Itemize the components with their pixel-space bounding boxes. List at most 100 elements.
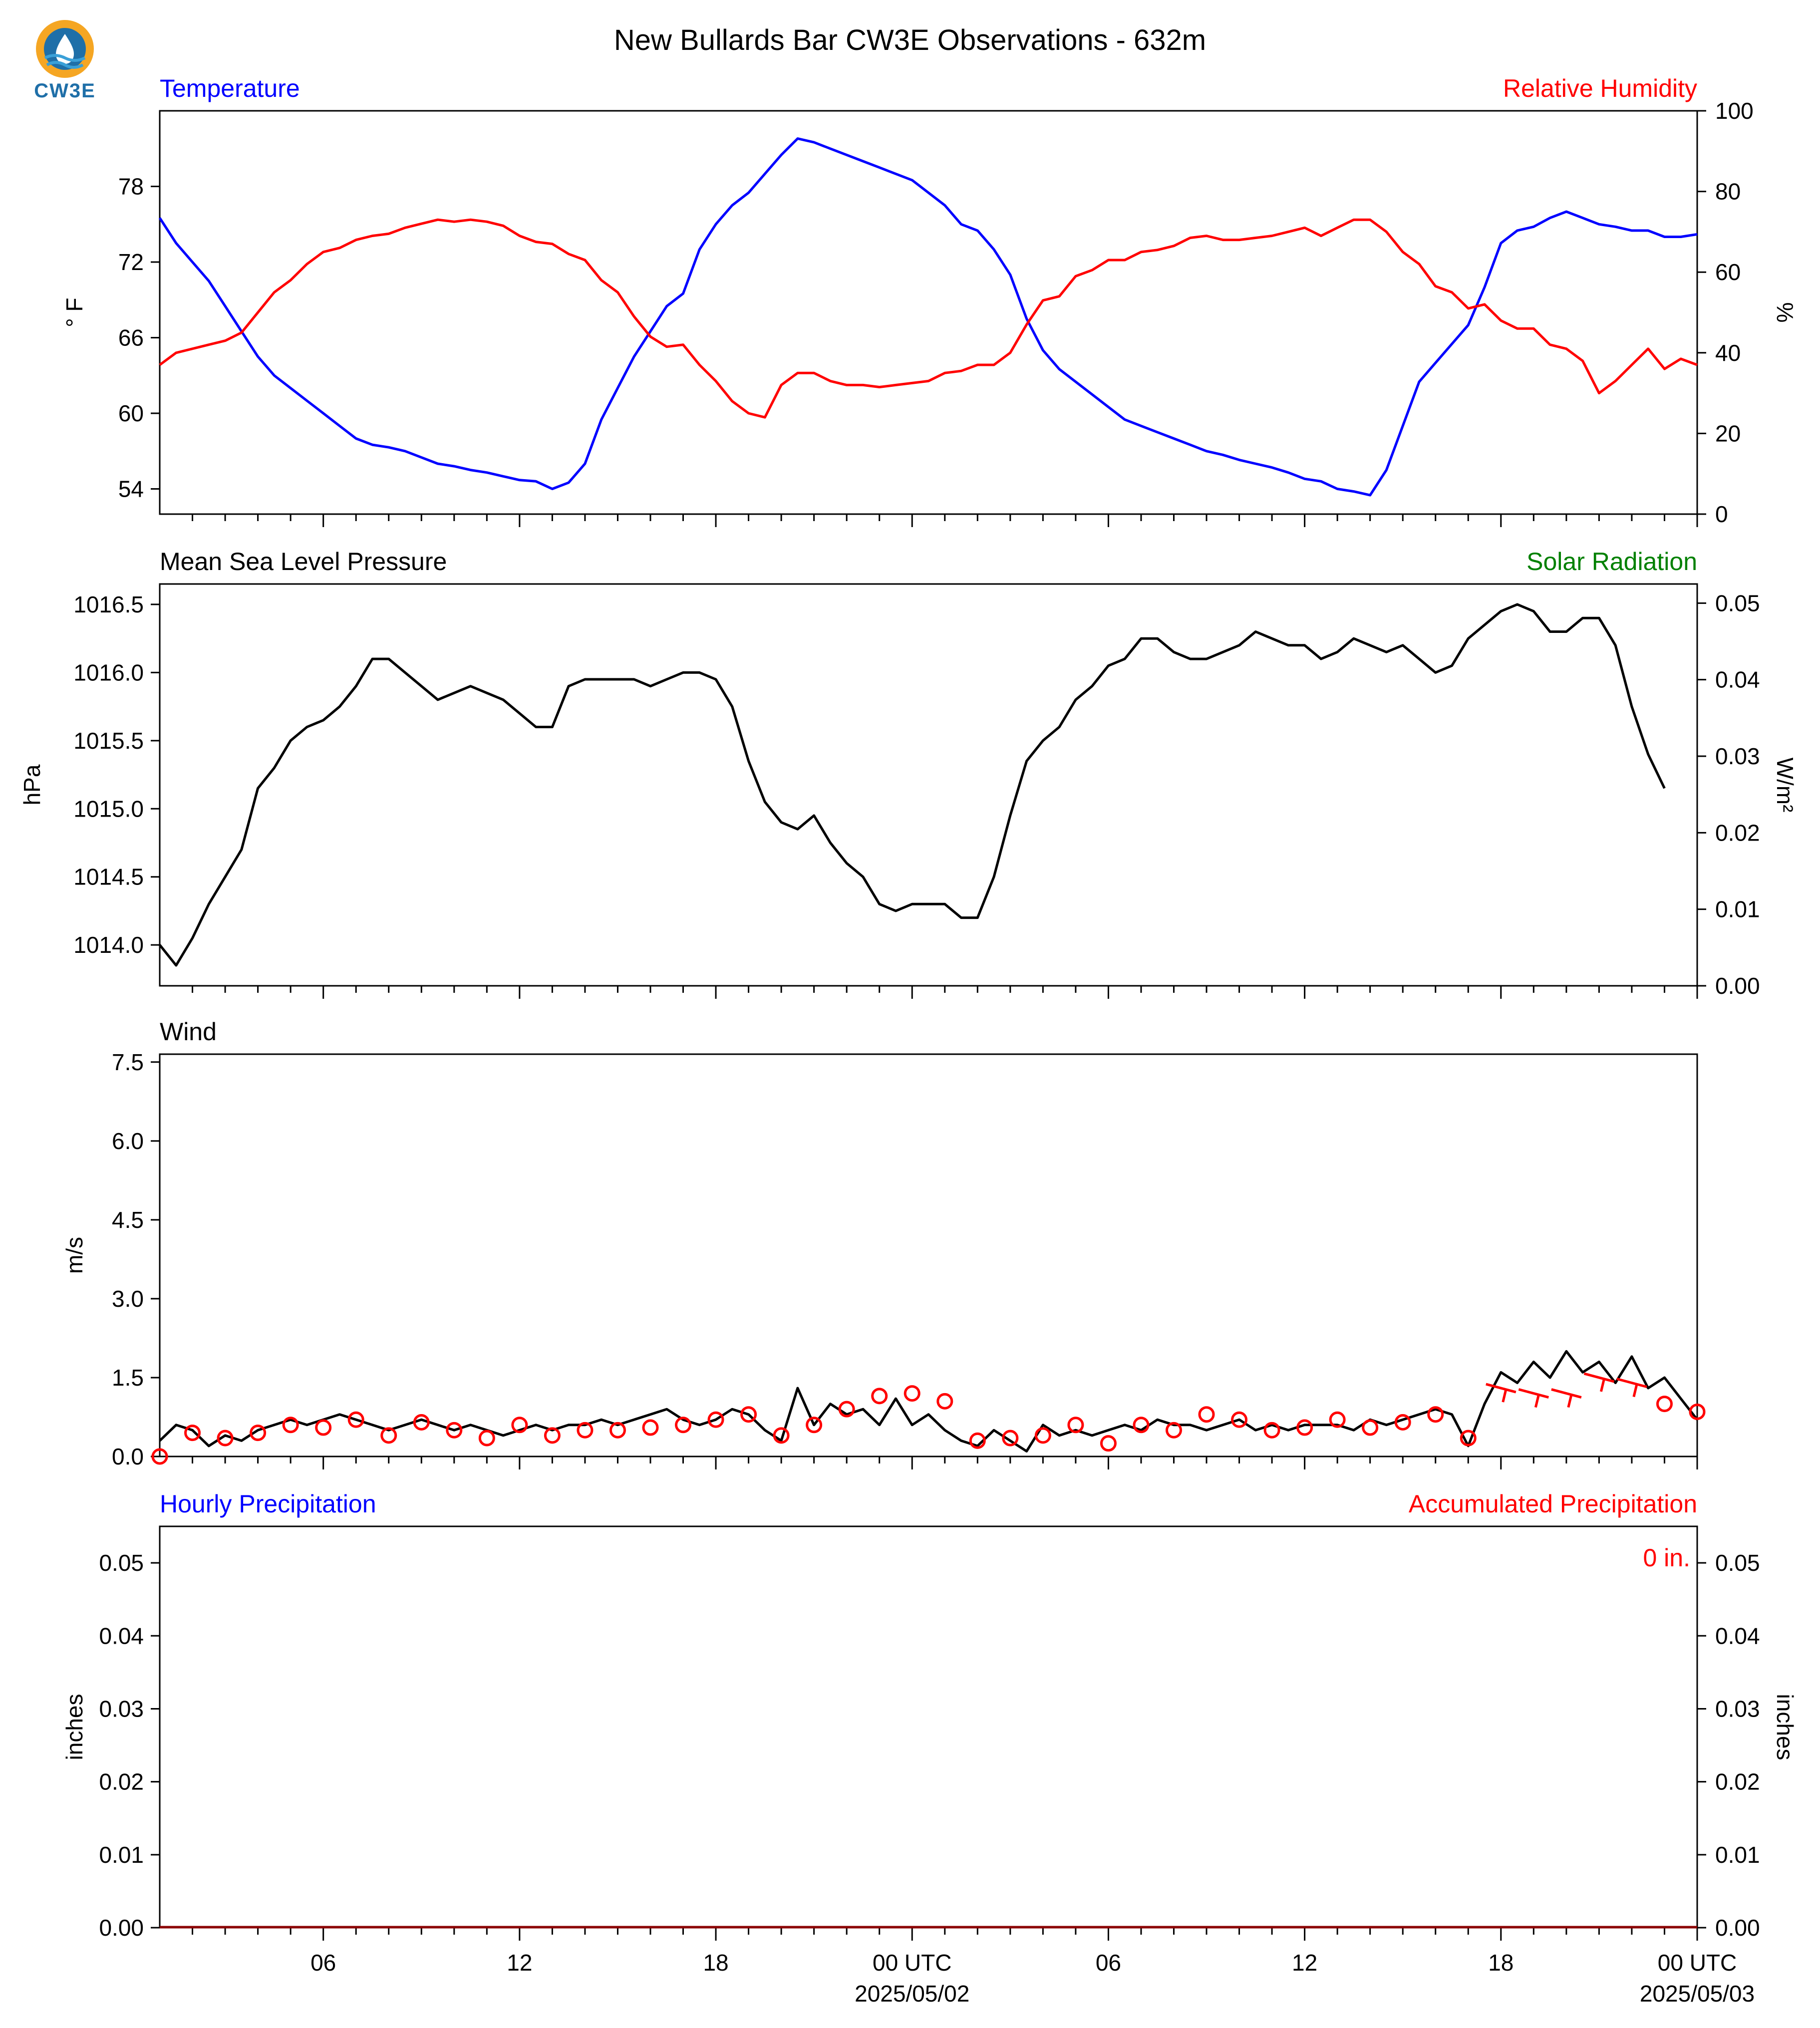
y-right-tick-label: 0.02 [1715, 1769, 1760, 1795]
y-tick-label: 4.5 [112, 1207, 144, 1233]
gust-marker [151, 1448, 168, 1465]
gust-marker [1034, 1427, 1051, 1444]
y-axis-label: hPa [19, 764, 45, 805]
panel-title-left: Temperature [160, 74, 300, 102]
y-tick-label: 1014.5 [73, 864, 144, 890]
y-tick-label: 0.05 [99, 1550, 144, 1576]
y-tick-label: 0.0 [112, 1444, 144, 1469]
panel-title-right: Relative Humidity [1503, 74, 1697, 102]
panel-precipitation: 0.00 0.01 0.02 0.03 0.04 0.05 0.00 0.01 0.02 0.03… [61, 1490, 1798, 1941]
y-right-tick-label: 60 [1715, 259, 1741, 285]
plot-frame [159, 110, 1698, 515]
panel-temperature_humidity: 54 60 66 72 78 0 20 40 60 80 100 Temperature Relativ… [61, 74, 1798, 527]
x-tick-label: 18 [703, 1950, 728, 1976]
gust-marker [413, 1414, 430, 1431]
y-right-tick-label: 0.04 [1715, 1623, 1760, 1649]
y-axis-label: inches [61, 1694, 87, 1760]
gust-marker [282, 1417, 299, 1434]
gust-marker [544, 1427, 561, 1444]
y-right-tick-label: 80 [1715, 179, 1741, 205]
panels: 54 60 66 72 78 0 20 40 60 80 100 Temperature Relativ… [19, 74, 1798, 2007]
gust-marker [707, 1411, 724, 1428]
wind-barb [1583, 1372, 1615, 1392]
panel-title-left: Mean Sea Level Pressure [160, 548, 447, 576]
y-tick-label: 66 [118, 325, 144, 351]
y-right-tick-label: 0.04 [1715, 667, 1760, 693]
y-right-tick-label: 0.05 [1715, 590, 1760, 616]
gust-marker [1362, 1419, 1379, 1436]
gust-marker [1198, 1406, 1215, 1423]
gust-marker [1656, 1396, 1673, 1413]
y-tick-label: 0.03 [99, 1696, 144, 1722]
gust-marker [478, 1430, 495, 1447]
y-tick-label: 0.01 [99, 1842, 144, 1868]
y-axis-label: m/s [61, 1237, 87, 1274]
y-tick-label: 78 [118, 174, 144, 200]
x-tick-label: 12 [507, 1950, 532, 1976]
y-right-tick-label: 0.00 [1715, 1915, 1760, 1941]
gust-marker [1263, 1422, 1280, 1439]
y-right-tick-label: 0.05 [1715, 1550, 1760, 1576]
panel-title-right: Accumulated Precipitation [1409, 1490, 1697, 1518]
gust-marker [1133, 1417, 1150, 1434]
gust-marker [1689, 1403, 1706, 1420]
gust-marker [1231, 1411, 1248, 1428]
gust-marker [1165, 1422, 1182, 1439]
gust-marker [609, 1422, 626, 1439]
gust-marker [315, 1419, 332, 1436]
y-tick-label: 0.02 [99, 1769, 144, 1795]
y-right-tick-label: 100 [1715, 98, 1754, 124]
y-right-tick-label: 0.01 [1715, 896, 1760, 922]
series-line-right [159, 218, 1698, 419]
y-tick-label: 3.0 [112, 1286, 144, 1312]
panel-pressure_solar: 1014.0 1014.5 1015.0 1015.5 1016.0 1016.5 0.00… [19, 548, 1798, 999]
gust-marker [740, 1406, 757, 1423]
y-tick-label: 1.5 [112, 1365, 144, 1391]
panel-title-left: Wind [160, 1018, 217, 1046]
y-tick-label: 7.5 [112, 1049, 144, 1075]
gust-marker [1329, 1411, 1346, 1428]
y-right-tick-label: 0 [1715, 501, 1728, 527]
y-tick-label: 60 [118, 400, 144, 426]
panel-title-left: Hourly Precipitation [160, 1490, 376, 1518]
y-tick-label: 54 [118, 476, 144, 502]
y-right-tick-label: 0.01 [1715, 1842, 1760, 1868]
x-tick-label: 06 [1096, 1950, 1121, 1976]
gust-marker [217, 1430, 234, 1447]
gust-marker [1394, 1414, 1411, 1431]
y-tick-label: 0.04 [99, 1623, 144, 1649]
gust-marker [446, 1422, 463, 1439]
panel-wind: 0.0 1.5 3.0 4.5 6.0 7.5 Wind m/s [61, 1018, 1706, 1469]
wind-barb [1518, 1388, 1549, 1408]
y-tick-label: 1016.0 [73, 659, 144, 685]
gust-marker [1100, 1435, 1117, 1452]
cw3e-logo-icon [36, 20, 94, 78]
x-tick-label: 06 [310, 1950, 336, 1976]
y-right-tick-label: 0.03 [1715, 1696, 1760, 1722]
y-tick-label: 1015.5 [73, 728, 144, 754]
x-date-label: 2025/05/02 [855, 1981, 969, 2007]
cw3e-logo: CW3E [34, 20, 95, 102]
gust-marker [936, 1393, 953, 1410]
plot-frame [159, 583, 1698, 987]
y-right-tick-label: 20 [1715, 420, 1741, 446]
gust-marker [838, 1401, 855, 1418]
gust-marker [250, 1425, 267, 1442]
y-tick-label: 1016.5 [73, 591, 144, 617]
y-right-axis-label: inches [1772, 1694, 1798, 1760]
wind-barb [1551, 1388, 1582, 1408]
gust-marker [773, 1427, 790, 1444]
gust-marker [380, 1427, 397, 1444]
gust-marker [577, 1422, 594, 1439]
gust-marker [1002, 1430, 1019, 1447]
y-right-axis-label: W/m² [1772, 758, 1798, 813]
wind-barb [1616, 1378, 1647, 1398]
gust-marker [904, 1385, 920, 1402]
series-line-left [159, 1350, 1698, 1452]
x-date-label: 2025/05/03 [1640, 1981, 1755, 2007]
gust-marker [675, 1417, 692, 1434]
series-line-left [158, 137, 1698, 497]
y-tick-label: 1014.0 [73, 932, 144, 958]
